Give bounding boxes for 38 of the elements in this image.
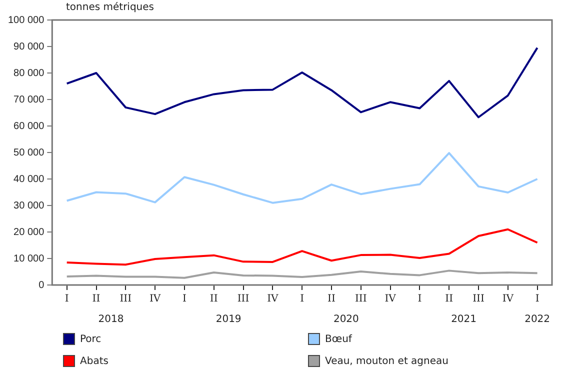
x-tick-label: I xyxy=(64,294,69,305)
y-tick-label: 0 xyxy=(38,280,45,291)
x-tick-label: III xyxy=(120,294,132,305)
y-tick-label: 60 000 xyxy=(14,120,45,132)
legend-label: Abats xyxy=(80,356,108,366)
x-tick-label: II xyxy=(445,294,454,305)
x-tick-label: IV xyxy=(267,294,280,305)
text: 2019 xyxy=(216,314,242,325)
y-tick-label: 100 000 xyxy=(8,14,45,26)
x-tick-label: I xyxy=(535,294,540,305)
y-axis-title: tonnes métriques xyxy=(66,2,154,13)
y-tick-label: 20 000 xyxy=(14,226,45,238)
text: 2020 xyxy=(333,314,359,325)
y-tick-label: 50 000 xyxy=(14,147,45,158)
x-tick-label: I xyxy=(300,294,304,305)
x-tick-label: IV xyxy=(502,294,514,305)
x-tick-label: IV xyxy=(384,294,397,305)
legend-label: Veau, mouton et agneau xyxy=(325,356,448,366)
x-tick-label: III xyxy=(237,294,250,305)
text: 2018 xyxy=(98,314,124,325)
y-tick-label: 70 000 xyxy=(14,94,45,106)
y-tick-label: 90 000 xyxy=(14,41,45,52)
text: 2021 xyxy=(451,314,477,325)
y-tick-label: 30 000 xyxy=(14,200,45,212)
x-tick-label: I xyxy=(418,294,422,305)
text: 2022 xyxy=(524,314,550,325)
y-tick-label: 10 000 xyxy=(14,253,45,264)
y-tick-label: 40 000 xyxy=(14,174,45,185)
x-tick-label: I xyxy=(182,294,186,305)
y-tick-label: 80 000 xyxy=(14,68,45,79)
x-tick-label: II xyxy=(328,294,336,305)
x-tick-label: IV xyxy=(149,294,162,305)
x-tick-label: II xyxy=(210,294,218,305)
x-tick-label: III xyxy=(472,294,484,305)
x-tick-label: II xyxy=(92,294,100,305)
legend-label: Porc xyxy=(80,334,102,344)
legend-label: Bœuf xyxy=(325,334,352,344)
x-tick-label: III xyxy=(354,294,367,305)
